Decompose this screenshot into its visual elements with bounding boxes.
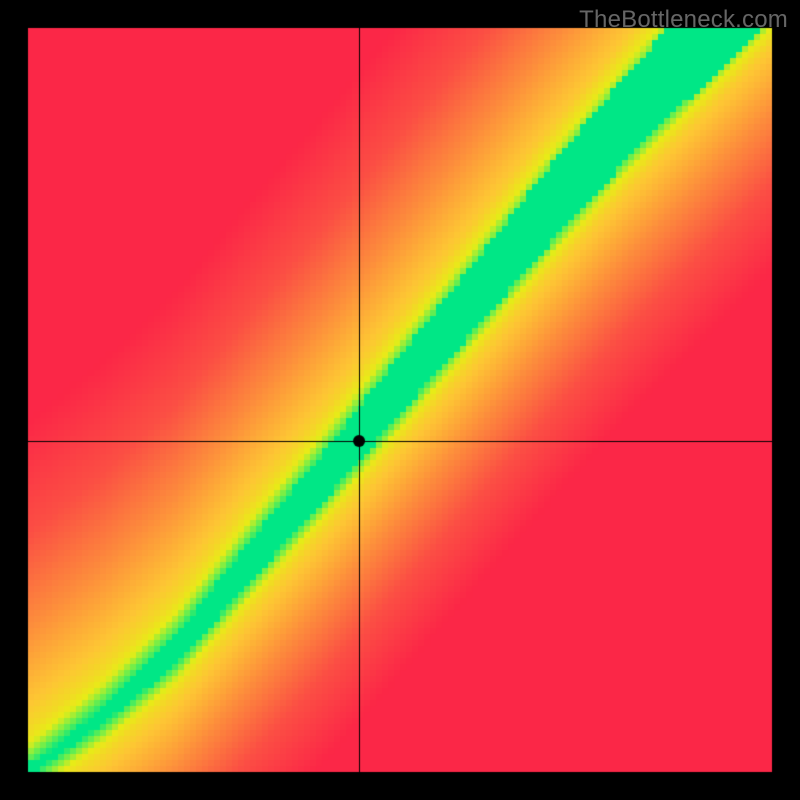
watermark-text: TheBottleneck.com xyxy=(579,6,788,34)
chart-container: TheBottleneck.com xyxy=(0,0,800,800)
bottleneck-heatmap xyxy=(0,0,800,800)
